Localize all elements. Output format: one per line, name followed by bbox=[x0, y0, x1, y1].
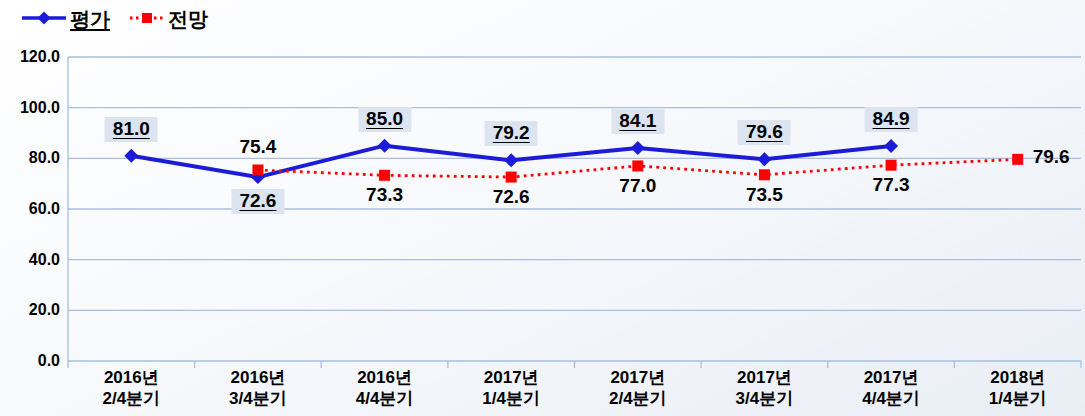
x-axis-tick-label: 2016년3/4분기 bbox=[195, 367, 322, 409]
data-label-outlook: 72.6 bbox=[493, 186, 530, 208]
data-label-evaluation: 85.0 bbox=[358, 107, 411, 132]
data-label-evaluation: 79.6 bbox=[738, 120, 791, 145]
x-axis-tick-label: 2017년1/4분기 bbox=[448, 367, 575, 409]
data-marker-evaluation bbox=[631, 141, 645, 155]
data-label-evaluation: 84.1 bbox=[611, 109, 664, 134]
data-label-evaluation: 84.9 bbox=[865, 107, 918, 132]
y-axis-tick-label: 60.0 bbox=[0, 199, 60, 219]
x-axis-tick-label-line: 2016년 bbox=[321, 367, 448, 388]
data-marker-outlook bbox=[379, 170, 390, 181]
y-axis-tick-label: 20.0 bbox=[0, 300, 60, 320]
x-axis-tick-label-line: 2017년 bbox=[448, 367, 575, 388]
data-marker-outlook bbox=[886, 160, 897, 171]
data-marker-evaluation bbox=[378, 139, 392, 153]
data-label-outlook: 75.4 bbox=[239, 136, 276, 158]
data-label-outlook: 77.3 bbox=[873, 174, 910, 196]
data-marker-outlook bbox=[1012, 154, 1023, 165]
x-axis-tick-label-line: 4/4분기 bbox=[321, 388, 448, 409]
x-axis-tick-label-line: 1/4분기 bbox=[954, 388, 1081, 409]
x-axis-tick-label: 2017년3/4분기 bbox=[701, 367, 828, 409]
data-marker-outlook bbox=[506, 172, 517, 183]
x-axis-tick-label-line: 2017년 bbox=[575, 367, 702, 388]
x-axis-tick-label-line: 3/4분기 bbox=[701, 388, 828, 409]
data-label-outlook: 73.3 bbox=[366, 184, 403, 206]
chart: 평가 전망 0.020.040.060.080.0100.0120.02016년… bbox=[0, 0, 1085, 416]
data-label-outlook: 77.0 bbox=[619, 175, 656, 197]
data-label-outlook: 73.5 bbox=[746, 184, 783, 206]
x-axis-tick-label-line: 2/4분기 bbox=[575, 388, 702, 409]
x-axis-tick-label-line: 2018년 bbox=[954, 367, 1081, 388]
y-axis-tick-label: 40.0 bbox=[0, 250, 60, 270]
x-axis-tick-label-line: 4/4분기 bbox=[828, 388, 955, 409]
x-axis-tick-label-line: 2017년 bbox=[701, 367, 828, 388]
x-axis-tick-label-line: 2/4분기 bbox=[68, 388, 195, 409]
data-label-evaluation: 79.2 bbox=[485, 121, 538, 146]
y-axis-tick-label: 0.0 bbox=[0, 351, 60, 371]
x-axis-tick-label: 2017년4/4분기 bbox=[828, 367, 955, 409]
y-axis-tick-label: 100.0 bbox=[0, 98, 60, 118]
x-axis-tick-label: 2018년1/4분기 bbox=[954, 367, 1081, 409]
x-axis-tick-label: 2017년2/4분기 bbox=[575, 367, 702, 409]
plot-area bbox=[0, 0, 1085, 416]
data-marker-evaluation bbox=[124, 149, 138, 163]
x-axis-tick-label-line: 2016년 bbox=[68, 367, 195, 388]
data-marker-evaluation bbox=[504, 153, 518, 167]
data-label-evaluation: 72.6 bbox=[231, 189, 284, 214]
x-axis-tick-label: 2016년4/4분기 bbox=[321, 367, 448, 409]
data-marker-outlook bbox=[252, 164, 263, 175]
data-marker-evaluation bbox=[884, 139, 898, 153]
data-marker-outlook bbox=[759, 169, 770, 180]
data-label-evaluation: 81.0 bbox=[105, 117, 158, 142]
x-axis-tick-label-line: 1/4분기 bbox=[448, 388, 575, 409]
data-marker-evaluation bbox=[757, 152, 771, 166]
x-axis-tick-label-line: 3/4분기 bbox=[195, 388, 322, 409]
x-axis-tick-label-line: 2016년 bbox=[195, 367, 322, 388]
data-label-outlook: 79.6 bbox=[1033, 146, 1070, 168]
x-axis-tick-label-line: 2017년 bbox=[828, 367, 955, 388]
y-axis-tick-label: 120.0 bbox=[0, 47, 60, 67]
y-axis-tick-label: 80.0 bbox=[0, 148, 60, 168]
x-axis-tick-label: 2016년2/4분기 bbox=[68, 367, 195, 409]
data-marker-outlook bbox=[632, 160, 643, 171]
